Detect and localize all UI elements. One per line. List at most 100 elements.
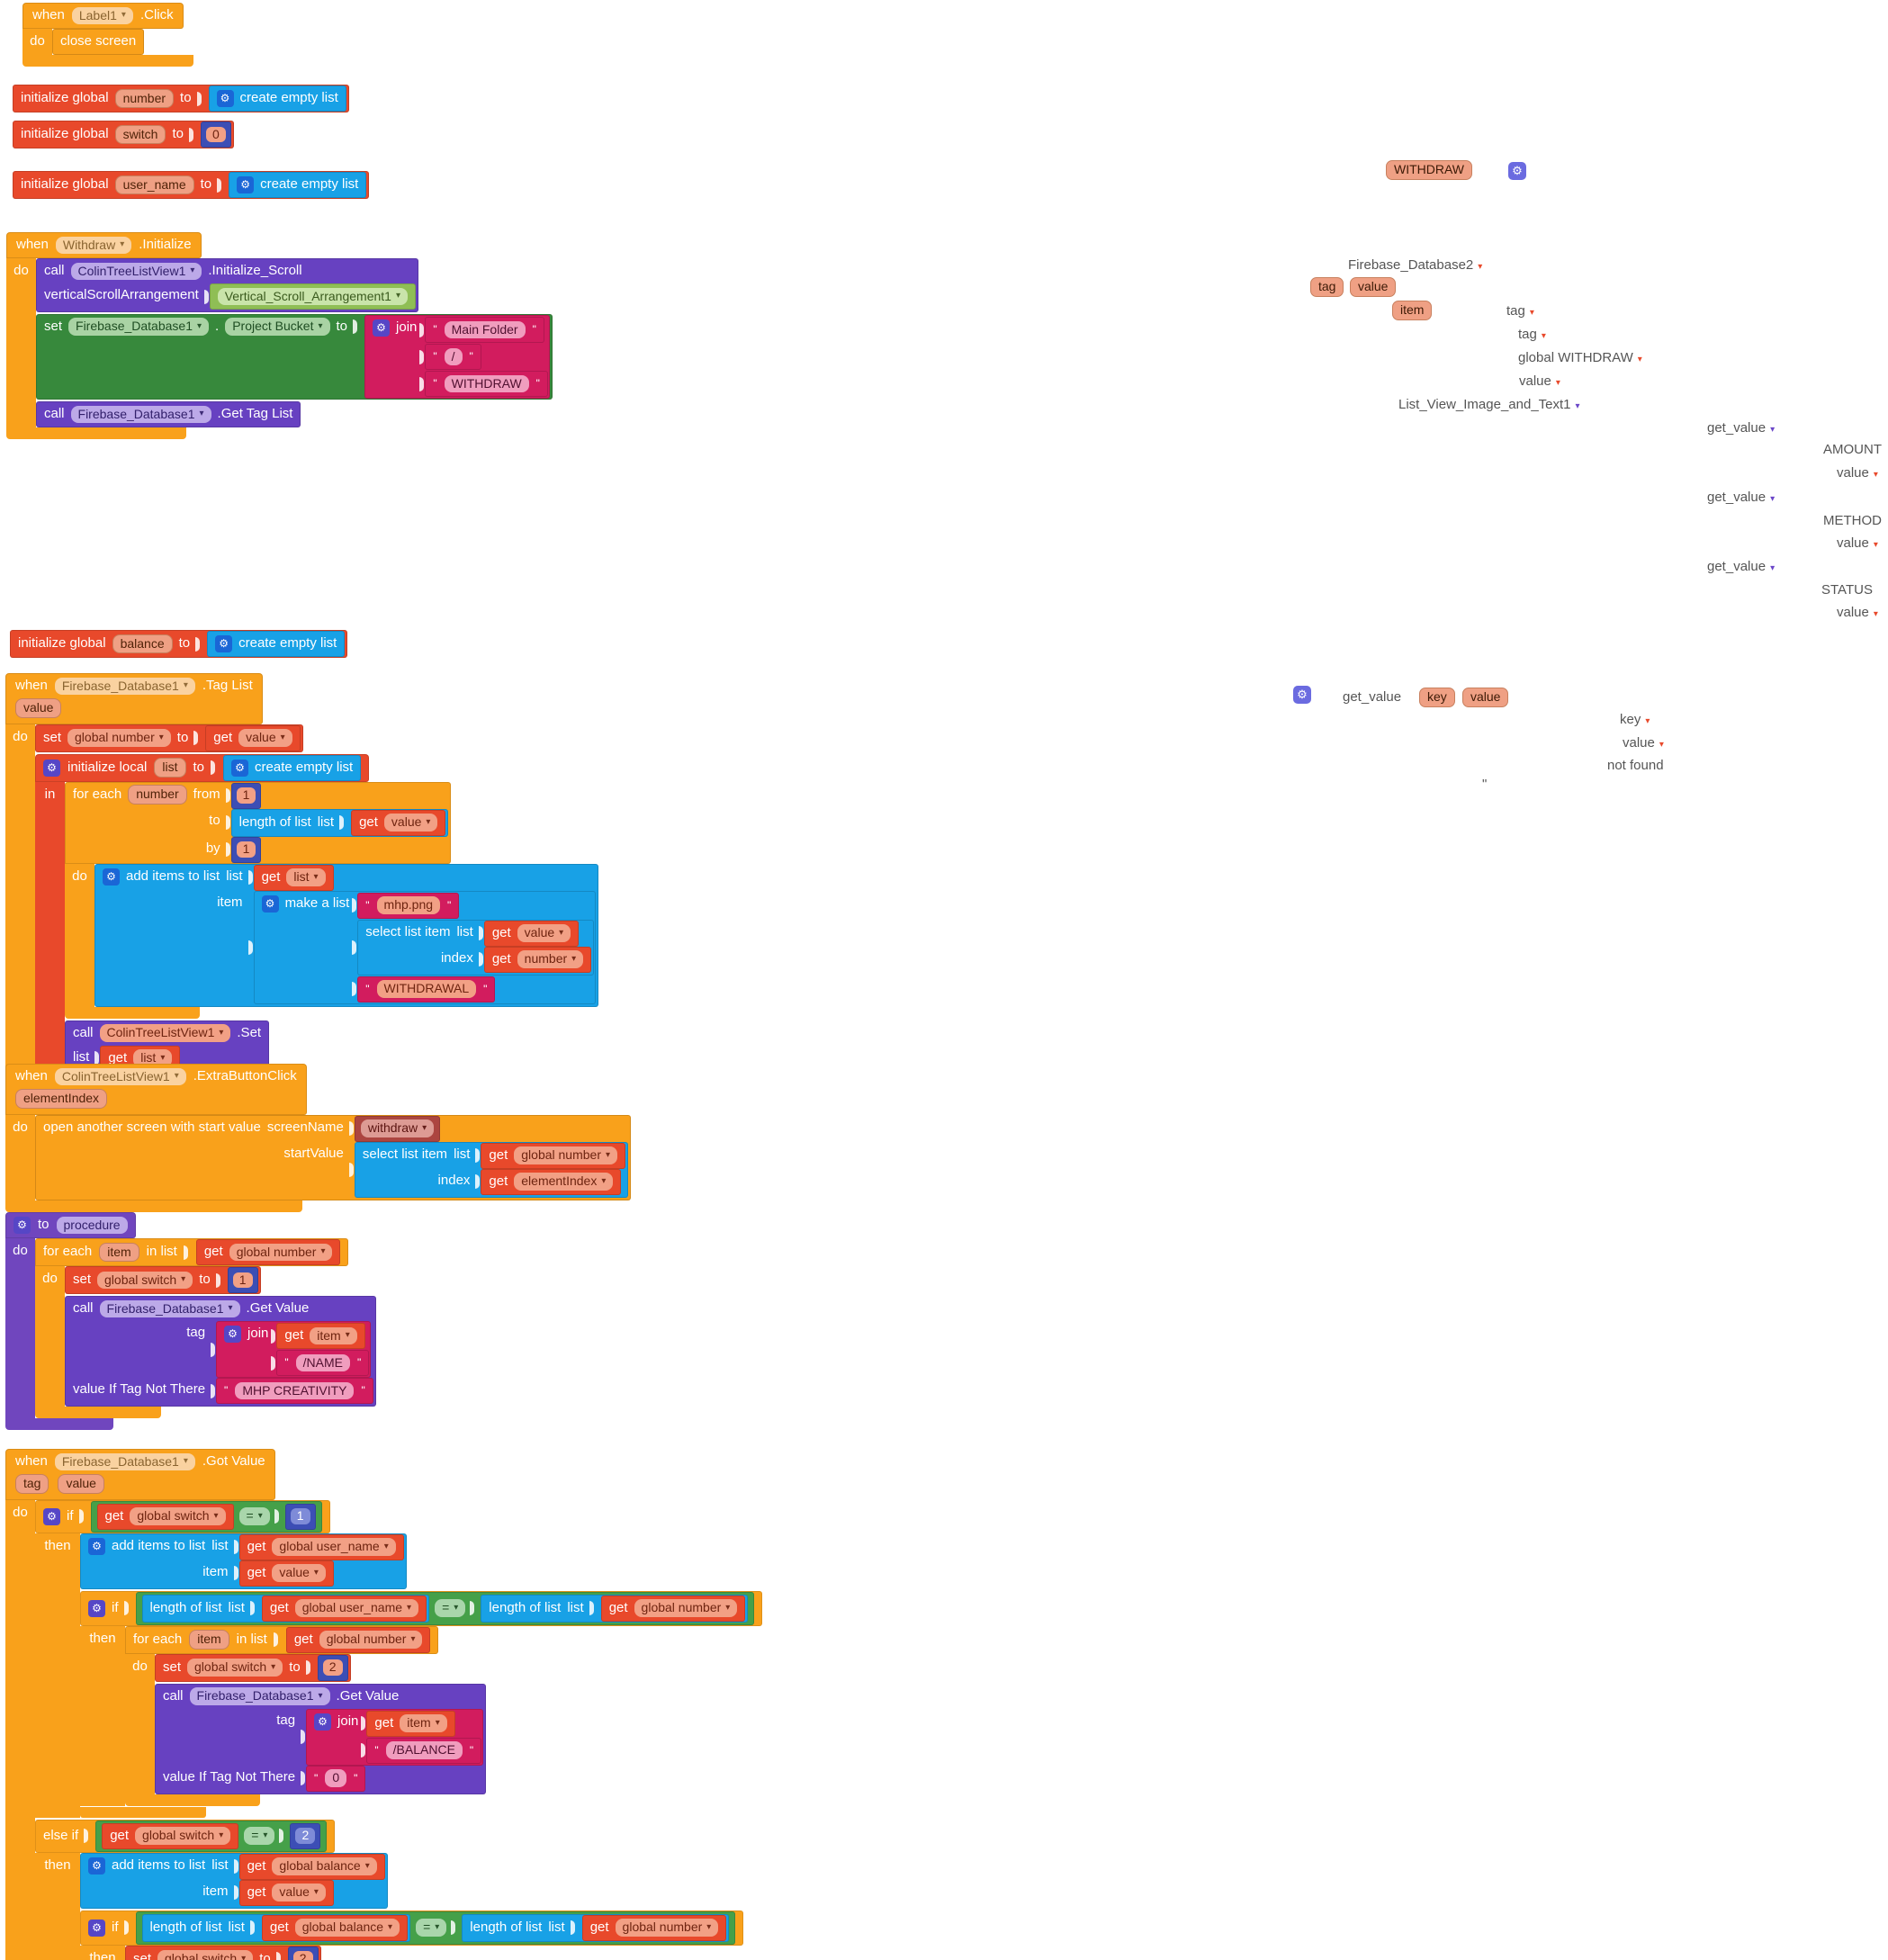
ghost-value-dropdown[interactable]: value	[1837, 605, 1878, 622]
comparison-dropdown[interactable]: =	[435, 1599, 466, 1617]
mutator-gear-icon[interactable]	[88, 1599, 105, 1617]
component-dropdown-colintree[interactable]: ColinTreeListView1	[70, 262, 202, 281]
string-field[interactable]: /	[444, 347, 463, 366]
procedure-name-field[interactable]: procedure	[56, 1216, 128, 1235]
block-set-global-switch-2[interactable]: set global switch to 2	[155, 1653, 351, 1682]
block-number-2[interactable]: 2	[290, 1822, 321, 1849]
component-dropdown-firebase1[interactable]: Firebase_Database1	[54, 677, 195, 696]
var-dropdown[interactable]: value	[272, 1884, 326, 1902]
block-when-withdraw-initialize[interactable]: when Withdraw .Initialize do call ColinT…	[6, 232, 553, 439]
mutator-gear-icon[interactable]	[88, 1537, 105, 1555]
block-length-of-list[interactable]: length of list list get global number	[462, 1913, 730, 1942]
block-for-each-number[interactable]: for each number from 1 to	[65, 781, 599, 1019]
var-dropdown[interactable]: item	[400, 1714, 447, 1732]
block-for-each-item[interactable]: for each item in list get global number …	[35, 1238, 376, 1418]
comparison-dropdown[interactable]: =	[416, 1919, 447, 1937]
component-dropdown-withdraw[interactable]: Withdraw	[55, 236, 132, 255]
ghost-key-param-chip[interactable]: key	[1419, 688, 1455, 707]
block-call-initialize-scroll[interactable]: call ColinTreeListView1 .Initialize_Scro…	[36, 258, 418, 312]
block-string-name-path[interactable]: /NAME	[276, 1350, 370, 1376]
block-get-element-index[interactable]: get elementIndex	[481, 1168, 622, 1195]
block-get-value[interactable]: get value	[205, 724, 301, 751]
var-dropdown[interactable]: global number	[615, 1919, 719, 1937]
ghost-withdraw-chip[interactable]: WITHDRAW	[1386, 160, 1473, 180]
ghost-value-param-chip[interactable]: value	[1350, 277, 1397, 297]
block-init-local-list[interactable]: initialize local list to create empty li…	[35, 753, 599, 1086]
block-compare-lengths-balance[interactable]: length of list list get global balance =	[135, 1911, 736, 1945]
block-set-global-switch-1[interactable]: set global switch to 1	[65, 1266, 261, 1294]
ghost-tag-dropdown[interactable]: tag	[1518, 327, 1546, 344]
block-get-value[interactable]: get value	[483, 920, 580, 947]
ghost-value-dropdown[interactable]: value	[1519, 373, 1560, 391]
var-dropdown[interactable]: global number	[319, 1631, 423, 1649]
block-if-else[interactable]: if get global switch = 1 then	[35, 1499, 763, 1960]
block-create-empty-list[interactable]: create empty list	[229, 172, 367, 198]
block-string-mhp-creativity[interactable]: MHP CREATIVITY	[216, 1378, 373, 1404]
string-field[interactable]: WITHDRAW	[444, 374, 529, 393]
var-name-field[interactable]: user_name	[114, 175, 194, 195]
block-get-global-user-name[interactable]: get global user_name	[261, 1595, 427, 1622]
block-string-main-folder[interactable]: Main Folder	[425, 317, 544, 343]
block-call-get-value-name[interactable]: call Firebase_Database1 .Get Value tag	[65, 1296, 376, 1407]
block-number-0[interactable]: 0	[200, 121, 231, 148]
block-select-list-item[interactable]: select list item list get global number …	[354, 1141, 629, 1198]
mutator-gear-icon[interactable]	[13, 1217, 31, 1234]
block-number-2[interactable]: 2	[317, 1654, 348, 1681]
mutator-gear-icon[interactable]	[215, 635, 233, 652]
number-field[interactable]: 0	[205, 126, 226, 143]
block-nested-if-balance-lengths[interactable]: if length of list list get	[80, 1910, 744, 1960]
var-name-field[interactable]: switch	[114, 124, 166, 145]
component-dropdown-firebase1[interactable]: Firebase_Database1	[54, 1452, 195, 1471]
ghost-listview-dropdown[interactable]: List_View_Image_and_Text1	[1398, 397, 1580, 414]
event-param-element-index[interactable]: elementIndex	[15, 1089, 108, 1109]
ghost-tag-dropdown[interactable]: tag	[1506, 303, 1534, 320]
block-get-number[interactable]: get number	[483, 946, 592, 973]
number-field[interactable]: 2	[295, 1828, 316, 1844]
number-field[interactable]: 1	[236, 787, 256, 804]
block-create-empty-list[interactable]: create empty list	[208, 85, 346, 112]
component-dropdown-label1[interactable]: Label1	[71, 6, 133, 25]
block-get-global-number[interactable]: get global number	[195, 1239, 341, 1265]
var-dropdown[interactable]: global switch	[187, 1659, 283, 1677]
var-dropdown[interactable]: global number	[514, 1146, 618, 1164]
block-screen-name-withdraw[interactable]: withdraw	[354, 1115, 441, 1142]
block-string-balance-path[interactable]: /BALANCE	[366, 1737, 482, 1764]
block-get-global-number[interactable]: get global number	[581, 1914, 727, 1941]
block-init-global-number[interactable]: initialize global number to create empty…	[13, 85, 349, 112]
block-length-of-list[interactable]: length of list list get value	[230, 808, 449, 837]
component-dropdown-firebase1[interactable]: Firebase_Database1	[68, 318, 210, 336]
var-name-field[interactable]: balance	[112, 634, 173, 654]
block-get-global-balance[interactable]: get global balance	[238, 1853, 385, 1880]
string-field[interactable]: WITHDRAWAL	[376, 980, 477, 998]
block-string-withdrawal[interactable]: WITHDRAWAL	[357, 976, 496, 1002]
block-make-a-list[interactable]: make a list mhp.png	[253, 890, 597, 1004]
ghost-gear-icon[interactable]	[1293, 686, 1311, 704]
number-field[interactable]: 2	[322, 1659, 343, 1676]
block-number-2[interactable]: 2	[287, 1946, 319, 1960]
block-get-global-balance[interactable]: get global balance	[261, 1914, 409, 1941]
var-dropdown[interactable]: global balance	[272, 1857, 377, 1875]
block-number-1[interactable]: 1	[230, 836, 262, 863]
block-get-list[interactable]: get list	[253, 864, 334, 891]
block-when-tag-list[interactable]: when Firebase_Database1 .Tag List value …	[5, 673, 599, 1098]
block-call-get-tag-list[interactable]: call Firebase_Database1 .Get Tag List	[36, 401, 301, 427]
block-nested-if-lengths[interactable]: if length of list list get	[80, 1590, 763, 1818]
property-dropdown[interactable]: Project Bucket	[225, 318, 330, 336]
block-length-of-list[interactable]: length of list list get global number	[481, 1594, 749, 1623]
loop-var-field[interactable]: number	[128, 785, 187, 805]
number-field[interactable]: 1	[290, 1508, 310, 1524]
component-dropdown-firebase1[interactable]: Firebase_Database1	[70, 405, 211, 424]
ghost-item-param-chip[interactable]: item	[1392, 301, 1433, 320]
block-length-of-list[interactable]: length of list list get global balance	[141, 1913, 411, 1942]
ghost-get-value-dropdown[interactable]: get_value	[1707, 559, 1775, 576]
block-number-1[interactable]: 1	[284, 1503, 316, 1530]
event-param-tag[interactable]: tag	[15, 1474, 49, 1494]
comparison-dropdown[interactable]: =	[244, 1827, 275, 1845]
mutator-gear-icon[interactable]	[88, 1857, 105, 1875]
var-dropdown[interactable]: value	[517, 924, 571, 942]
ghost-value-dropdown[interactable]: value	[1837, 465, 1878, 482]
loop-var-field[interactable]: item	[189, 1630, 229, 1650]
var-dropdown[interactable]: global balance	[294, 1919, 400, 1937]
mutator-gear-icon[interactable]	[103, 868, 120, 886]
